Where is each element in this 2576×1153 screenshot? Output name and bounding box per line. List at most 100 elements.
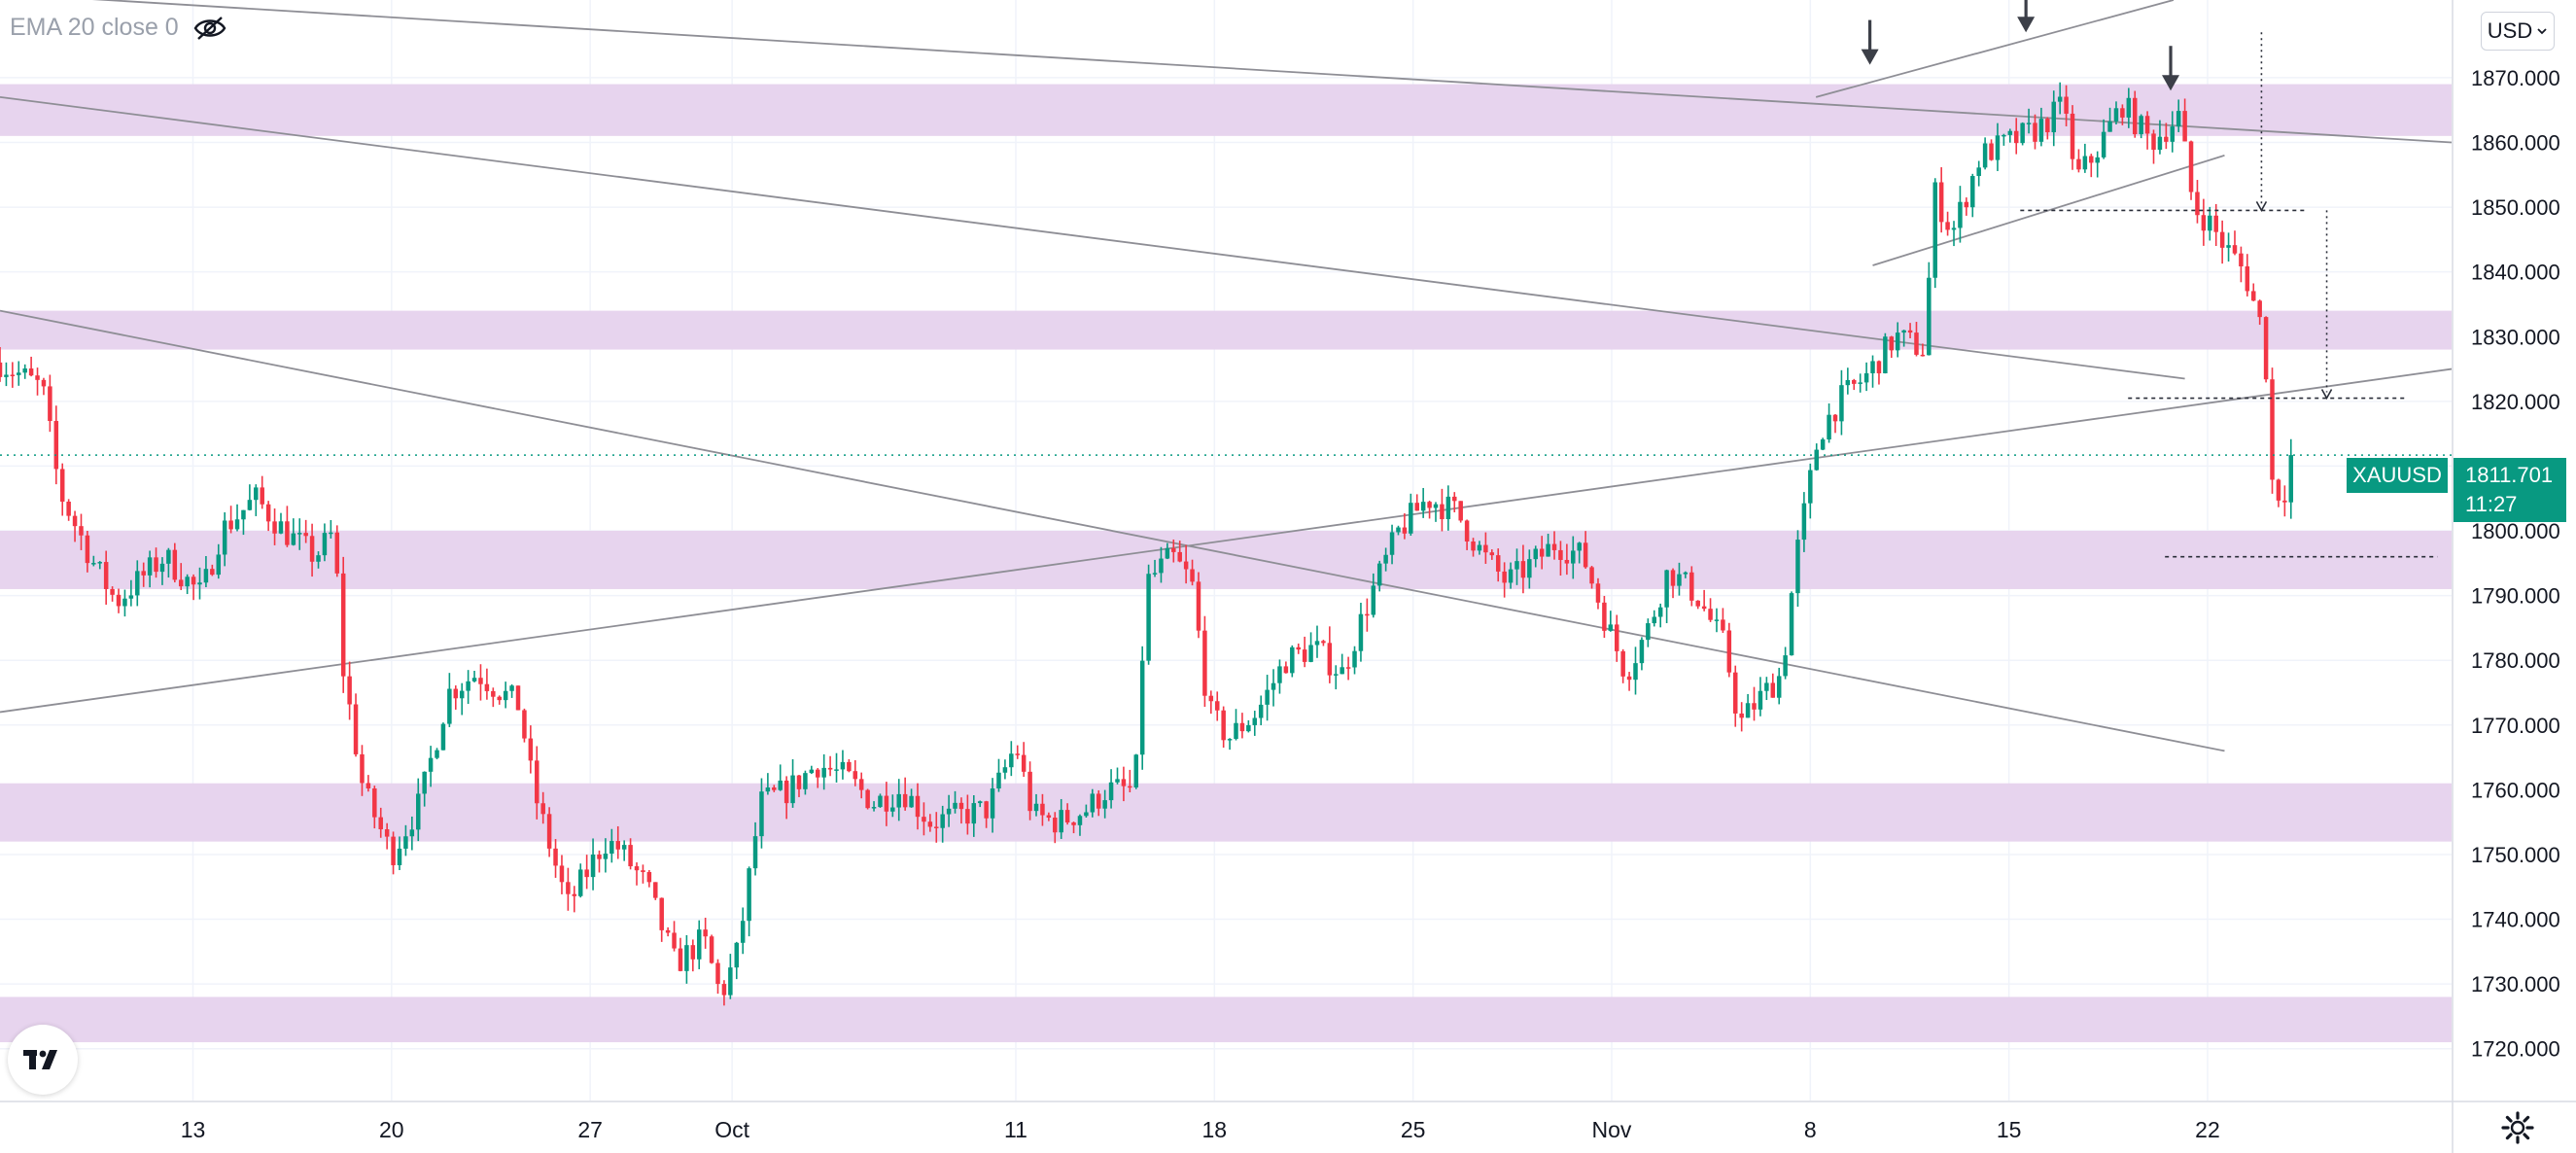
candle-body	[922, 817, 926, 822]
candle-body	[210, 569, 215, 576]
price-zone	[0, 84, 2452, 136]
candle-body	[1246, 724, 1251, 732]
candle-body	[847, 761, 852, 772]
candle-body	[1059, 810, 1063, 833]
candle-body	[1602, 602, 1607, 631]
candle-body	[1458, 501, 1463, 521]
candle-body	[1657, 607, 1663, 617]
candle-body	[2013, 130, 2019, 144]
candle-body	[2020, 122, 2025, 144]
trendline[interactable]	[0, 367, 2453, 714]
candle-body	[1958, 201, 1963, 228]
marker-arrow-head	[1861, 49, 1879, 65]
y-tick-label: 1820.000	[2471, 390, 2560, 414]
y-tick-label: 1860.000	[2471, 130, 2560, 155]
candle-body	[1121, 779, 1127, 786]
candle-body	[384, 829, 390, 837]
marker-arrow-head	[2017, 17, 2036, 33]
candle-body	[1620, 650, 1625, 677]
eye-off-icon[interactable]	[192, 16, 227, 41]
candle-body	[1701, 606, 1707, 610]
candle-body	[1464, 520, 1470, 542]
candle-body	[2132, 97, 2138, 135]
candle-body	[1071, 821, 1076, 825]
tradingview-logo[interactable]	[8, 1025, 78, 1095]
y-tick-label: 1830.000	[2471, 325, 2560, 349]
candle-body	[422, 771, 427, 794]
candle-body	[1914, 332, 1919, 355]
candle-body	[2170, 126, 2176, 142]
candle-body	[1839, 385, 1844, 422]
candle-body	[260, 487, 264, 505]
candle-body	[1801, 503, 1807, 541]
candle-body	[1820, 439, 1826, 450]
candle-body	[1951, 227, 1957, 230]
candle-body	[1845, 379, 1851, 386]
annotations[interactable]	[0, 0, 2452, 558]
y-tick-label: 1760.000	[2471, 778, 2560, 802]
candle-body	[141, 571, 146, 576]
candle-body	[471, 678, 477, 681]
candle-body	[890, 807, 895, 812]
candle-body	[1764, 682, 1769, 691]
candle-body	[1677, 574, 1682, 586]
candle-body	[1633, 663, 1638, 681]
gear-icon[interactable]	[2500, 1110, 2535, 1145]
candle-body	[977, 801, 983, 804]
candle-body	[597, 855, 602, 859]
trendline[interactable]	[0, 309, 2225, 752]
candle-body	[747, 868, 751, 922]
candle-body	[1726, 630, 1732, 673]
trendline[interactable]	[0, 95, 2185, 380]
trendline[interactable]	[1872, 154, 2225, 266]
candle-body	[1308, 645, 1313, 662]
candle-body	[515, 685, 521, 711]
candle-body	[453, 688, 459, 699]
candle-body	[41, 379, 47, 387]
candle-body	[990, 788, 995, 819]
y-tick-label: 1720.000	[2471, 1037, 2560, 1062]
candle-body	[1520, 561, 1526, 578]
candle-body	[1551, 543, 1557, 550]
candle-body	[1626, 676, 1632, 681]
candle-body	[1739, 713, 1744, 718]
currency-select[interactable]: USD	[2481, 12, 2555, 51]
candle-body	[1234, 722, 1238, 740]
candle-body	[329, 532, 333, 535]
candle-body	[178, 579, 184, 587]
candle-body	[609, 841, 614, 855]
candle-body	[1152, 573, 1158, 575]
indicator-label[interactable]: EMA 20 close 0	[10, 14, 179, 41]
candle-body	[1177, 551, 1182, 562]
candle-body	[85, 535, 90, 564]
candle-body	[1483, 544, 1488, 553]
candle-body	[79, 526, 84, 536]
candle-body	[2064, 96, 2069, 114]
candle-body	[440, 723, 446, 751]
candle-body	[1595, 583, 1601, 603]
indicator-legend[interactable]: EMA 20 close 0	[10, 14, 227, 42]
candle-body	[1745, 703, 1751, 718]
candle-body	[285, 521, 290, 545]
trendline[interactable]	[1815, 0, 2175, 98]
candle-body	[1920, 354, 1926, 357]
candle-body	[2144, 116, 2150, 134]
trendline[interactable]	[0, 0, 2453, 144]
candle-body	[1901, 330, 1906, 333]
candle-body	[1514, 561, 1519, 570]
candle-body	[254, 487, 259, 501]
candle-body	[1383, 554, 1388, 564]
candle-body	[1340, 667, 1344, 675]
candle-body	[1252, 717, 1258, 725]
candle-body	[590, 855, 596, 878]
candle-body	[122, 598, 127, 607]
candle-body	[1420, 502, 1426, 511]
y-tick-label: 1840.000	[2471, 261, 2560, 285]
candle-body	[1695, 600, 1700, 607]
trendlines[interactable]	[0, 0, 2453, 752]
candle-body	[360, 753, 365, 784]
y-tick-label: 1780.000	[2471, 648, 2560, 673]
candle-body	[2007, 130, 2013, 135]
candle-body	[503, 690, 508, 701]
